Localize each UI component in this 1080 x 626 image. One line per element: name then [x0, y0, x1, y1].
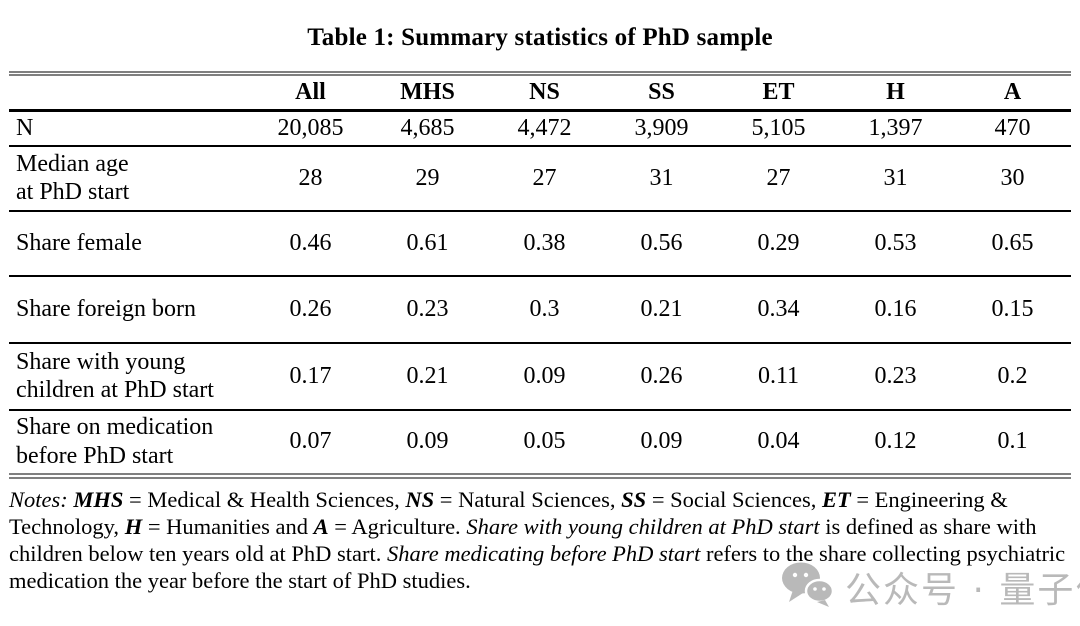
row-label: Share on medication before PhD start	[16, 414, 214, 469]
cell-value: 0.56	[640, 229, 683, 256]
notes-segment: = Natural Sciences,	[434, 486, 622, 512]
cell-value: 0.17	[289, 362, 332, 389]
cell-value: 0.26	[289, 295, 332, 322]
notes-segment: = Engineering & Technology,	[9, 486, 1008, 539]
cell-value: 0.3	[529, 295, 560, 322]
notes-segment: = Medical & Health Sciences,	[123, 486, 406, 512]
cell-value: 0.46	[289, 229, 332, 256]
header-row: All MHS NS SS ET H A	[9, 74, 1071, 111]
cell-value: 0.65	[991, 229, 1034, 256]
cell-value: 0.16	[874, 295, 917, 322]
table-row: N 20,085 4,685 4,472 3,909 5,105 1,397 470	[9, 111, 1071, 146]
notes-segment: refers to the share collecting psychiatr…	[9, 540, 1066, 593]
cell-value: 0.21	[406, 362, 449, 389]
row-label: Share female	[16, 229, 142, 256]
cell-value: 31	[883, 164, 908, 191]
cell-value: 0.15	[991, 295, 1034, 322]
cell-value: 29	[415, 164, 440, 191]
cell-value: 0.2	[997, 362, 1028, 389]
header-cell: ET	[762, 79, 795, 105]
cell-value: 4,472	[517, 114, 572, 141]
cell-value: 27	[532, 164, 557, 191]
cell-value: 0.21	[640, 295, 683, 322]
notes-segment: Notes:	[9, 486, 74, 512]
table-header: All MHS NS SS ET H A	[9, 74, 1071, 111]
notes-segment: A	[313, 513, 329, 539]
summary-table: All MHS NS SS ET H A N 20,085 4,685 4,472 3,909 5,1…	[9, 71, 1071, 479]
cell-value: 0.11	[757, 362, 800, 389]
cell-value: 0.04	[757, 428, 800, 454]
notes-segment: NS	[405, 486, 435, 512]
notes-segment: H	[124, 513, 143, 539]
cell-value: 20,085	[277, 114, 344, 141]
cell-value: 470	[994, 114, 1031, 141]
row-label: Share with young children at PhD start	[16, 348, 214, 403]
notes-segment: = Agriculture.	[328, 513, 467, 539]
notes-segment: = Humanities and	[142, 513, 314, 539]
header-cell: A	[1003, 79, 1022, 105]
cell-value: 28	[298, 164, 323, 191]
cell-value: 0.23	[406, 295, 449, 322]
cell-value: 0.29	[757, 229, 800, 256]
notes-segment: = Social Sciences,	[646, 486, 822, 512]
cell-value: 0.07	[289, 428, 332, 454]
cell-value: 0.23	[874, 362, 917, 389]
cell-value: 0.1	[997, 428, 1028, 454]
notes-text: Notes: MHS = Medical & Health Sciences, …	[9, 486, 1071, 594]
header-cell: H	[886, 79, 905, 105]
table-row: Share on medication before PhD start 0.07 0…	[9, 410, 1071, 476]
cell-value: 0.34	[757, 295, 800, 322]
table-row: Median age at PhD start 28 29 27 31 27 31 30	[9, 146, 1071, 211]
cell-value: 5,105	[751, 114, 806, 141]
cell-value: 4,685	[400, 114, 455, 141]
cell-value: 0.53	[874, 229, 917, 256]
cell-value: 30	[1000, 164, 1025, 191]
cell-value: 0.38	[523, 229, 566, 256]
table-title: Table 1: Summary statistics of PhD sampl…	[307, 24, 773, 51]
header-cell: SS	[648, 79, 675, 105]
table-body: N 20,085 4,685 4,472 3,909 5,105 1,397 470 Media…	[9, 111, 1071, 476]
row-label: Share foreign born	[16, 295, 196, 322]
cell-value: 0.61	[406, 229, 449, 256]
cell-value: 0.09	[523, 362, 566, 389]
notes-segment: Share medicating before PhD start	[387, 540, 701, 566]
cell-value: 0.26	[640, 362, 683, 389]
header-cell: NS	[529, 79, 560, 105]
cell-value: 31	[649, 164, 674, 191]
notes-segment: Share with young children at PhD start	[466, 513, 820, 539]
cell-value: 3,909	[634, 114, 689, 141]
row-label: N	[16, 115, 34, 142]
cell-value: 0.09	[406, 428, 449, 454]
cell-value: 0.12	[874, 428, 917, 454]
table-row: Share foreign born 0.26 0.23 0.3 0.21 0.34 0.1…	[9, 276, 1071, 343]
cell-value: 0.09	[640, 428, 683, 454]
table-row: Share female 0.46 0.61 0.38 0.56 0.29 0.53 0.65	[9, 211, 1071, 276]
table-row: Share with young children at PhD start 0.1…	[9, 343, 1071, 410]
cell-value: 0.05	[523, 428, 566, 454]
cell-value: 27	[766, 164, 791, 191]
notes-segment: SS	[621, 486, 647, 512]
header-cell: MHS	[400, 79, 455, 105]
header-corner-cell	[9, 74, 252, 111]
row-label: Median age at PhD start	[16, 150, 130, 205]
cell-value: 1,397	[868, 114, 923, 141]
notes-segment: MHS	[73, 486, 124, 512]
header-cell: All	[295, 79, 326, 105]
notes-segment: ET	[821, 486, 851, 512]
notes-segment: is defined as share with children below …	[9, 513, 1037, 566]
